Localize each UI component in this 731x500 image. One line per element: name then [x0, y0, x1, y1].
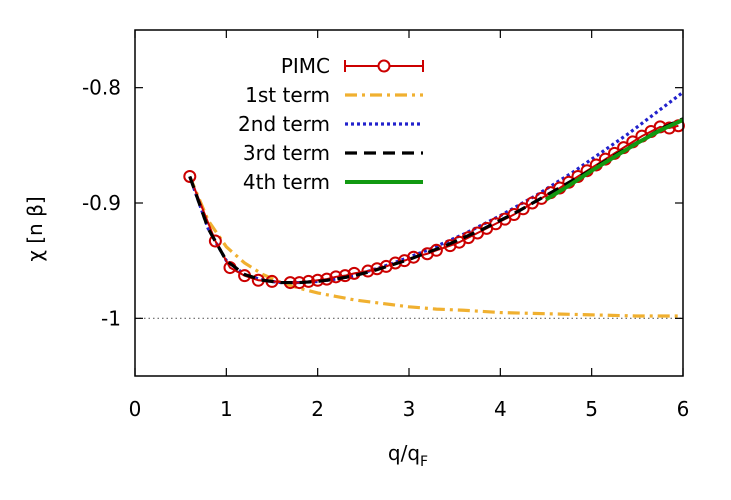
x-tick-label: 3: [403, 397, 416, 421]
x-tick-label: 2: [311, 397, 324, 421]
pimc-point: [516, 202, 530, 216]
legend: PIMC 1st term 2nd term 3rd term 4th term: [238, 54, 424, 194]
pimc-point: [507, 208, 521, 222]
series-1st-term: [188, 175, 683, 318]
y-axis-label: χ [n β]: [23, 196, 47, 261]
legend-label-3rd-term: 3rd term: [243, 141, 330, 165]
series-2nd-term: [188, 91, 684, 285]
x-tick-label: 0: [129, 397, 142, 421]
plot-frame: [134, 29, 684, 377]
x-axis-label: q/qF: [388, 441, 428, 470]
pimc-point: [338, 269, 352, 283]
y-tick-label: -0.8: [82, 76, 121, 100]
legend-label-2nd-term: 2nd term: [238, 112, 330, 136]
series-4th-term: [544, 118, 684, 202]
legend-label-1st-term: 1st term: [245, 83, 330, 107]
x-axis-label-subscript: F: [420, 454, 428, 470]
pimc-point: [320, 272, 334, 286]
x-tick-label: 1: [220, 397, 233, 421]
legend-label-4th-term: 4th term: [243, 170, 330, 194]
y-tick-label: -1: [101, 306, 121, 330]
y-tick-label: -0.9: [82, 191, 121, 215]
legend-label-pimc: PIMC: [281, 54, 330, 78]
pimc-point: [183, 169, 197, 183]
x-tick-label: 5: [585, 397, 598, 421]
series-layer: [183, 91, 685, 318]
x-tick-label: 4: [494, 397, 507, 421]
pimc-point: [361, 264, 375, 278]
x-tick-label: 6: [677, 397, 690, 421]
ticks-layer: 0 1 2 3 4 5 6 -0.8 -0.9 -1: [82, 30, 689, 421]
legend-marker: [377, 59, 391, 73]
pimc-point: [208, 234, 222, 248]
